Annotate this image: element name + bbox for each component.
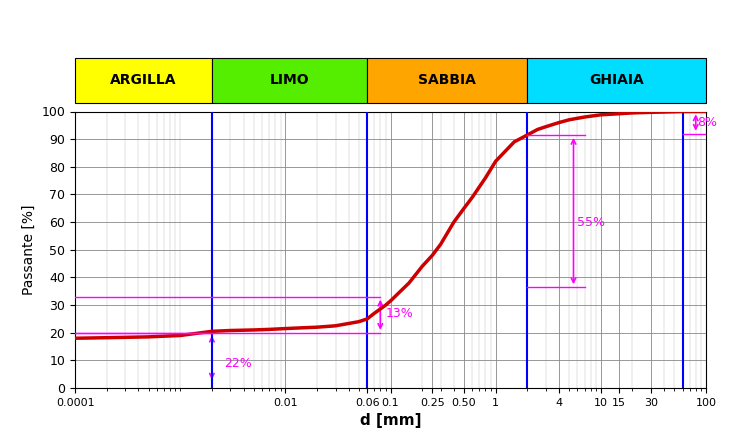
Text: 0.002: 0.002 — [194, 93, 230, 106]
Text: 22%: 22% — [224, 357, 252, 370]
Text: 0.06: 0.06 — [353, 93, 381, 106]
Text: GHIAIA: GHIAIA — [590, 73, 644, 87]
Text: 55%: 55% — [578, 215, 605, 229]
Text: 8%: 8% — [698, 116, 717, 129]
Y-axis label: Passante [%]: Passante [%] — [22, 205, 36, 295]
Bar — [212, 58, 367, 103]
X-axis label: d [mm]: d [mm] — [360, 413, 421, 428]
Text: ARGILLA: ARGILLA — [110, 73, 176, 87]
Text: 60: 60 — [674, 93, 691, 106]
Text: LIMO: LIMO — [270, 73, 309, 87]
Bar — [527, 58, 706, 103]
Bar — [75, 58, 212, 103]
Text: 2: 2 — [523, 93, 531, 106]
Text: SABBIA: SABBIA — [418, 73, 476, 87]
Bar — [367, 58, 527, 103]
Text: 13%: 13% — [386, 307, 414, 320]
